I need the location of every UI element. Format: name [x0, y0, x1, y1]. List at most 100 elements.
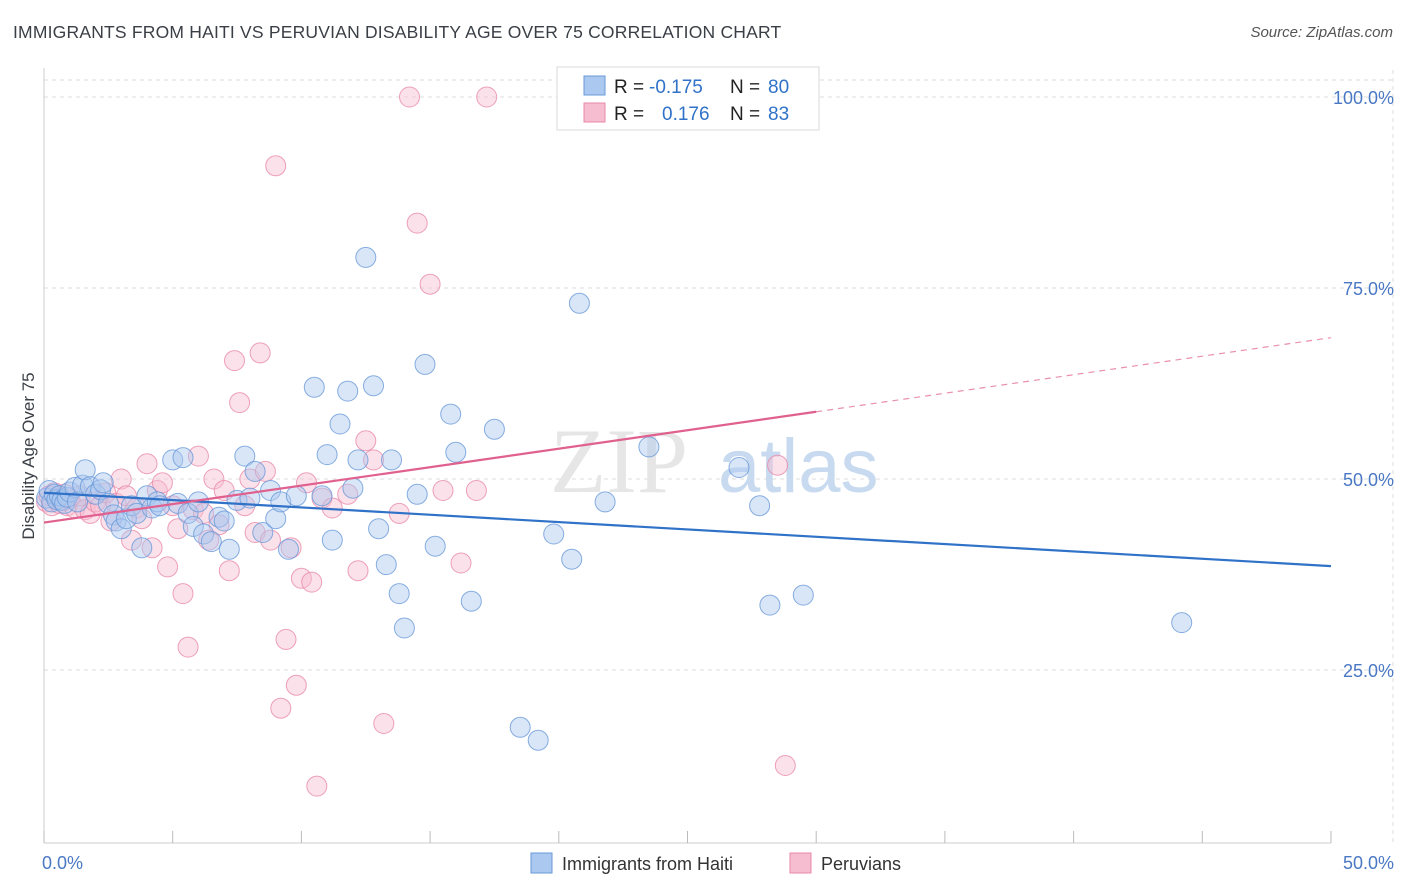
legend-r-value-peru: 0.176: [662, 104, 710, 125]
haiti-point-47: [265, 508, 287, 530]
haiti-point-40: [218, 538, 240, 560]
peru-point-48: [260, 529, 281, 551]
haiti-point-61: [368, 518, 390, 540]
haiti-point-55: [329, 413, 351, 435]
peru-point-49: [265, 155, 287, 177]
watermark-zip: ZIP: [550, 410, 688, 512]
haiti-point-62: [375, 554, 397, 576]
haiti-point-82: [759, 594, 781, 616]
peru-point-51: [275, 628, 297, 650]
haiti-point-81: [749, 495, 771, 517]
haiti-point-60: [363, 375, 384, 397]
peru-point-67: [406, 212, 428, 234]
haiti-point-57: [342, 477, 364, 499]
haiti-point-66: [406, 483, 428, 505]
peru-point-42: [229, 392, 251, 414]
peru-point-63: [363, 449, 384, 471]
haiti-point-36: [193, 523, 215, 545]
y-tick-25: 25.0%: [1343, 661, 1394, 681]
stat-legend: R = -0.175 N = 80 R = 0.176 N = 83: [556, 66, 820, 131]
haiti-point-32: [172, 447, 194, 469]
y-tick-100: 100.0%: [1333, 88, 1394, 108]
peru-point-72: [476, 86, 498, 108]
y-tick-labels: 100.0% 75.0% 50.0% 25.0%: [1333, 88, 1394, 681]
peru-point-68: [419, 273, 441, 295]
haiti-point-63: [381, 449, 402, 471]
source-label: Source: ZipAtlas.com: [1250, 24, 1393, 41]
peru-point-70: [450, 552, 472, 574]
haiti-point-74: [527, 729, 549, 751]
haiti-point-59: [355, 246, 377, 268]
legend-swatch-peru: [583, 102, 606, 123]
haiti-point-11: [67, 491, 88, 513]
haiti-trend-line: [43, 491, 1332, 568]
watermark-atlas: atlas: [718, 424, 879, 509]
peru-point-40: [218, 560, 240, 582]
chart-title: IMMIGRANTS FROM HAITI VS PERUVIAN DISABI…: [13, 22, 782, 42]
peru-point-19: [110, 468, 132, 490]
haiti-point-76: [561, 548, 583, 570]
haiti-point-30: [162, 449, 184, 471]
haiti-point-42: [234, 445, 256, 467]
haiti-point-58: [347, 449, 369, 471]
haiti-point-39: [213, 510, 235, 532]
peru-point-24: [136, 453, 158, 475]
haiti-point-34: [182, 515, 204, 537]
peru-point-45: [244, 522, 266, 543]
peru-point-46: [249, 342, 271, 364]
peru-point-31: [172, 583, 194, 605]
haiti-point-71: [460, 590, 482, 612]
peru-point-69: [432, 480, 454, 501]
peru-point-28: [157, 556, 179, 578]
peru-point-34: [187, 445, 209, 467]
peru-point-30: [167, 518, 189, 540]
watermark: ZIP atlas: [550, 410, 879, 512]
peru-point-71: [465, 480, 487, 501]
haiti-point-13: [74, 459, 96, 481]
haiti-point-70: [445, 441, 467, 463]
haiti-point-84: [1171, 612, 1193, 634]
legend-r-value-haiti: -0.175: [649, 77, 703, 98]
peru-point-44: [239, 468, 261, 490]
haiti-point-25: [131, 537, 153, 559]
haiti-point-17: [92, 472, 114, 494]
haiti-point-72: [483, 418, 505, 440]
haiti-point-77: [568, 292, 590, 314]
series-swatch-haiti: [530, 852, 553, 874]
peru-point-62: [355, 430, 377, 452]
legend-r-label-peru: R =: [614, 104, 644, 125]
haiti-point-50: [285, 485, 307, 507]
peru-point-73: [767, 454, 789, 476]
haiti-point-21: [110, 518, 132, 540]
peru-point-56: [301, 571, 323, 593]
peru-point-32: [177, 636, 199, 658]
legend-r-label-haiti: R =: [614, 77, 644, 98]
y-tick-50: 50.0%: [1343, 470, 1394, 490]
legend-swatch-haiti: [583, 75, 606, 96]
legend-n-label-haiti: N =: [730, 77, 760, 98]
axes: [43, 68, 1332, 844]
peru-point-57: [306, 775, 328, 797]
y-axis-title: Disability Age Over 75: [19, 372, 38, 539]
series-swatch-peru: [789, 852, 812, 874]
haiti-points: [36, 246, 1193, 751]
haiti-point-49: [278, 538, 299, 560]
haiti-point-83: [792, 584, 814, 606]
haiti-point-68: [424, 535, 446, 557]
haiti-point-52: [311, 485, 333, 507]
peru-point-61: [347, 560, 369, 582]
peru-point-50: [270, 697, 292, 719]
haiti-point-64: [388, 583, 410, 605]
haiti-point-79: [638, 436, 660, 458]
peru-point-64: [373, 713, 395, 734]
peru-point-41: [224, 350, 245, 372]
y-tick-75: 75.0%: [1343, 279, 1394, 299]
haiti-point-80: [728, 457, 750, 478]
legend-n-value-peru: 83: [768, 104, 789, 125]
legend-n-label-peru: N =: [730, 104, 760, 125]
trend-lines: [43, 337, 1332, 568]
peru-point-53: [285, 674, 307, 696]
haiti-point-51: [303, 376, 325, 398]
x-tick-50: 50.0%: [1343, 853, 1394, 873]
